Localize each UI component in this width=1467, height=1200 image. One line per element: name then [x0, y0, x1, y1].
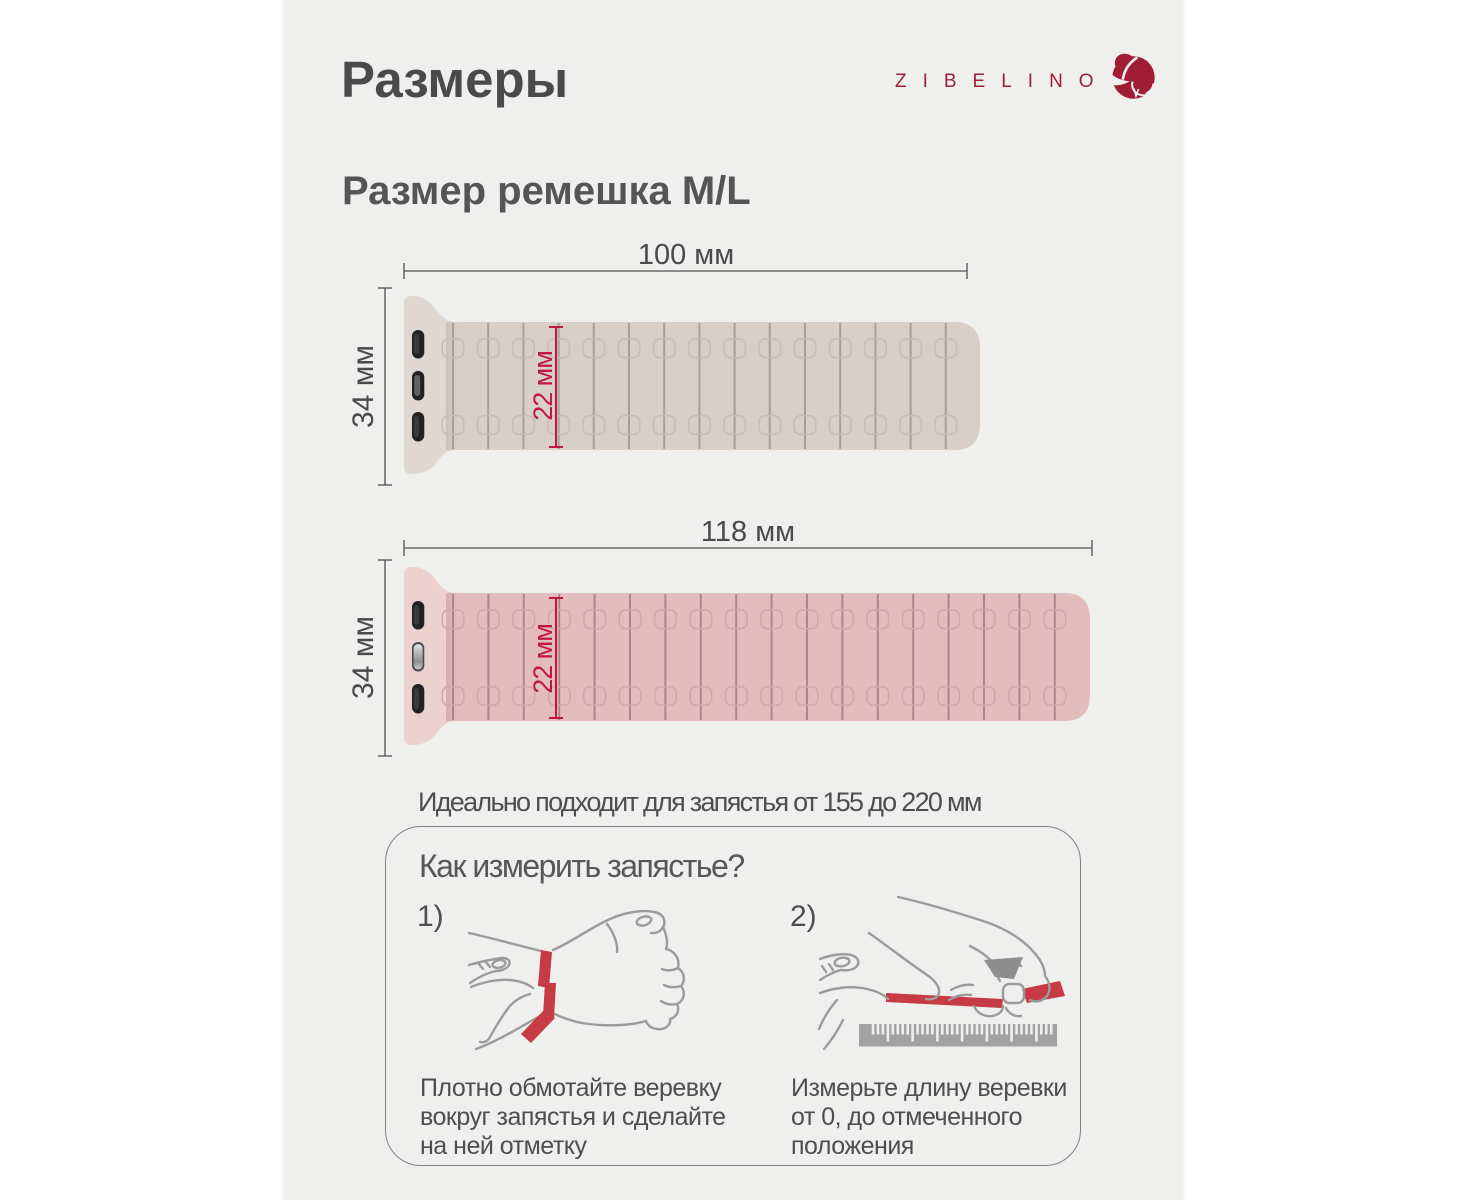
svg-text:118 мм: 118 мм	[701, 516, 795, 548]
svg-text:22 мм: 22 мм	[528, 351, 558, 420]
svg-text:34 мм: 34 мм	[347, 345, 380, 428]
svg-text:100 мм: 100 мм	[638, 239, 734, 271]
svg-text:22 мм: 22 мм	[528, 624, 558, 693]
svg-text:34 мм: 34 мм	[347, 616, 380, 699]
